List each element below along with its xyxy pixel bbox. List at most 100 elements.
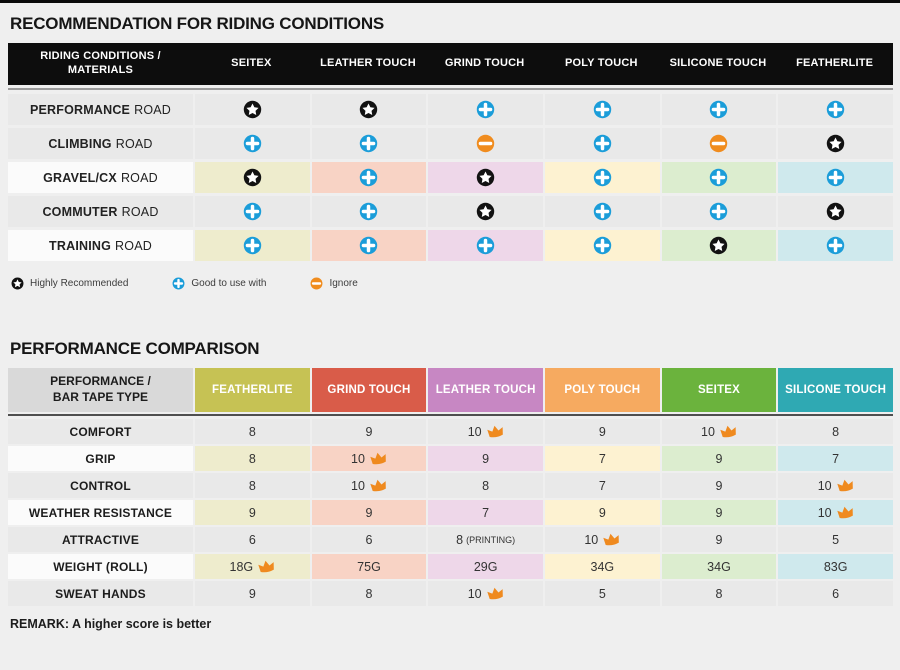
score-value: 10: [701, 424, 715, 439]
row-label: WEATHER RESISTANCE: [8, 500, 193, 525]
score-cell: 10: [309, 473, 427, 498]
column-header: SILICONE TOUCH: [669, 57, 767, 70]
rating-cell: [659, 128, 777, 159]
score-cell: 9: [659, 500, 777, 525]
score-cell: 5: [542, 581, 660, 606]
plus-icon: [476, 100, 495, 119]
row-label: PERFORMANCE ROAD: [8, 94, 193, 125]
rating-cell: [309, 230, 427, 261]
score-value: 34G: [590, 559, 615, 574]
score-cell: 8: [309, 581, 427, 606]
score-cell: 18G: [193, 554, 310, 579]
score-cell: 7: [426, 500, 543, 525]
star-icon: [826, 202, 845, 221]
score-cell: 9: [309, 500, 427, 525]
row-label: GRAVEL/CX ROAD: [8, 162, 193, 193]
score-cell: 8: [659, 581, 777, 606]
score-cell: 10: [542, 527, 660, 552]
rating-cell: [542, 196, 660, 227]
score-cell: 10: [776, 473, 893, 498]
legend-label: Ignore: [329, 278, 358, 289]
score-value: 83G: [823, 559, 848, 574]
score-cell: 34G: [659, 554, 777, 579]
plus-icon: [360, 134, 378, 153]
score-value: 34G: [707, 559, 731, 574]
score-value: 7: [598, 478, 606, 493]
section1-title: RECOMMENDATION FOR RIDING CONDITIONS: [10, 14, 385, 33]
column-header: GRIND TOUCH: [444, 57, 525, 70]
score-value: 10: [351, 478, 365, 493]
top-border: [0, 0, 900, 3]
score-cell: 34G: [542, 554, 660, 579]
row-label: CLIMBING ROAD: [8, 128, 193, 159]
plus-icon: [476, 236, 495, 255]
crown-icon: [486, 425, 503, 438]
score-value: 9: [715, 532, 723, 547]
score-value: 10: [817, 478, 832, 493]
crown-icon: [486, 587, 503, 600]
score-value: 9: [715, 451, 723, 466]
row-label: COMFORT: [8, 419, 193, 444]
crown-icon: [836, 506, 853, 519]
plus-icon: [826, 100, 845, 119]
score-value: 8: [456, 532, 464, 547]
score-value: 6: [248, 532, 256, 547]
star-icon: [476, 168, 495, 187]
performance-table: PERFORMANCE / BAR TAPE TYPE FEATHERLITE GRI…: [8, 368, 893, 606]
plus-icon: [360, 168, 378, 187]
plus-icon: [172, 277, 185, 290]
score-cell: 8: [776, 419, 893, 444]
score-value: 9: [715, 505, 723, 520]
score-cell: 7: [542, 473, 660, 498]
page: RECOMMENDATION FOR RIDING CONDITIONS RID…: [0, 0, 900, 631]
plus-icon: [593, 134, 612, 153]
rating-cell: [426, 230, 543, 261]
score-cell: 8 (PRINTING): [426, 527, 543, 552]
table-row: SWEAT HANDS 9 8 10 5 8 6: [8, 581, 893, 606]
header-divider: [8, 88, 893, 90]
rating-cell: [193, 230, 310, 261]
rating-cell: [776, 128, 893, 159]
column-header: GRIND TOUCH: [309, 368, 427, 412]
score-cell: 9: [542, 500, 660, 525]
score-value: 9: [598, 424, 606, 439]
table-row: PERFORMANCE ROAD: [8, 94, 893, 125]
rating-cell: [776, 196, 893, 227]
riding-conditions-header: RIDING CONDITIONS / MATERIALS SEITEX LEATHE…: [8, 43, 893, 85]
column-header-bar-tape-type: PERFORMANCE / BAR TAPE TYPE: [8, 368, 193, 412]
table-row: CLIMBING ROAD: [8, 128, 893, 159]
score-note: (PRINTING): [466, 534, 516, 545]
plus-icon: [243, 236, 262, 255]
score-value: 7: [832, 451, 840, 466]
score-value: 9: [482, 451, 490, 466]
star-icon: [710, 236, 728, 255]
score-value: 5: [598, 586, 606, 601]
rating-cell: [426, 128, 543, 159]
column-header: SEITEX: [659, 368, 777, 412]
column-header: LEATHER TOUCH: [426, 368, 543, 412]
score-value: 10: [351, 451, 365, 466]
score-cell: 9: [193, 500, 310, 525]
legend-label: Good to use with: [191, 278, 267, 289]
plus-icon: [593, 202, 612, 221]
rating-cell: [659, 196, 777, 227]
score-value: 8: [248, 424, 256, 439]
minus-icon: [476, 134, 495, 153]
crown-icon: [720, 425, 736, 438]
score-cell: 10: [426, 581, 543, 606]
rating-cell: [309, 94, 427, 125]
row-label: SWEAT HANDS: [8, 581, 193, 606]
star-icon: [11, 277, 24, 290]
table-row: TRAINING ROAD: [8, 230, 893, 261]
score-cell: 6: [776, 581, 893, 606]
table-row: COMMUTER ROAD: [8, 196, 893, 227]
rating-cell: [776, 94, 893, 125]
star-icon: [360, 100, 378, 119]
rating-cell: [309, 128, 427, 159]
rating-cell: [426, 196, 543, 227]
score-cell: 8: [193, 419, 310, 444]
plus-icon: [593, 168, 612, 187]
score-cell: 9: [426, 446, 543, 471]
plus-icon: [710, 100, 728, 119]
score-cell: 83G: [776, 554, 893, 579]
